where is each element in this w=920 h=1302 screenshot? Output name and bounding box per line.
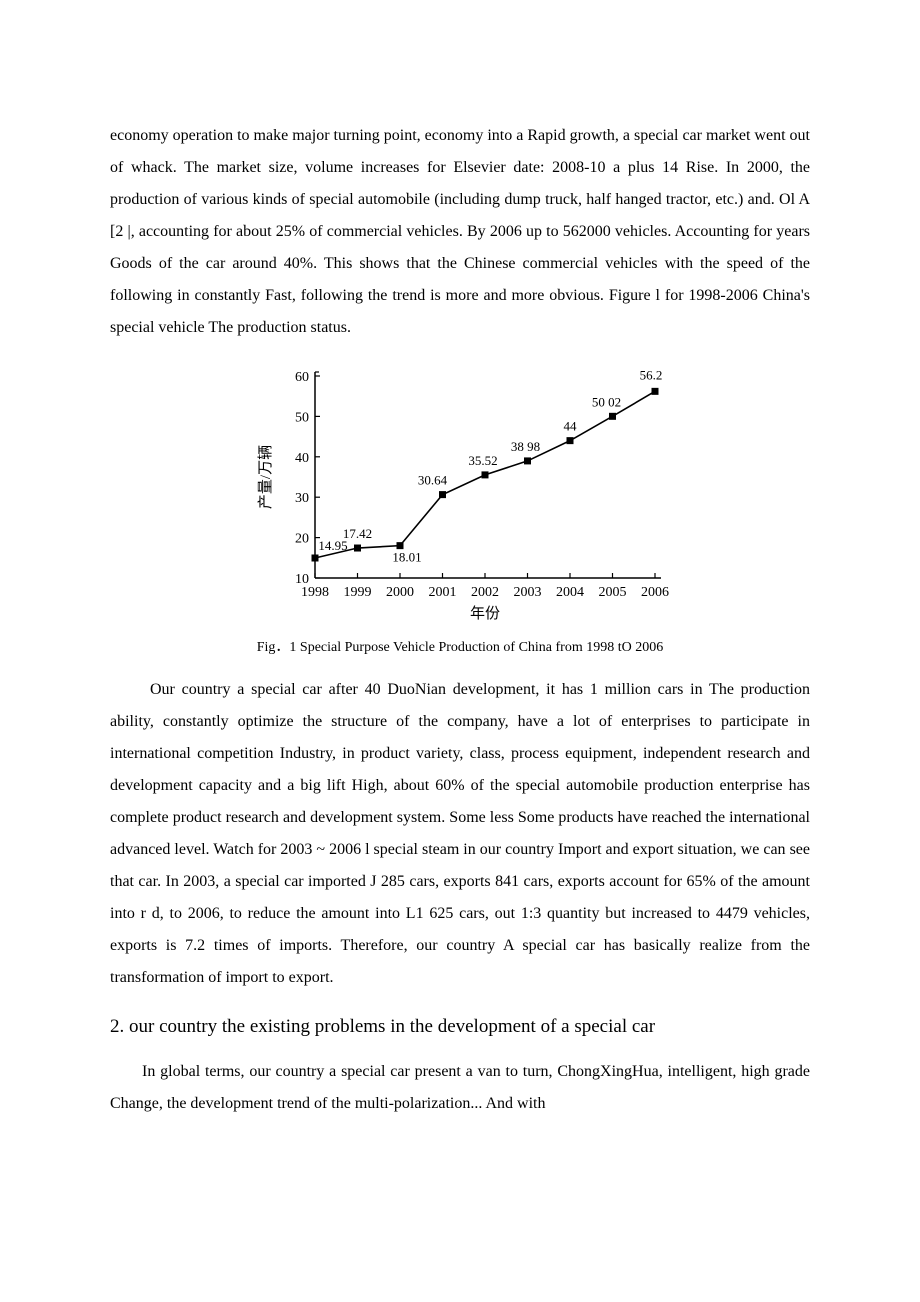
svg-text:40: 40	[295, 451, 309, 466]
svg-text:2003: 2003	[514, 585, 542, 600]
production-chart: 1020304050601998199920002001200220032004…	[245, 358, 675, 628]
svg-text:1999: 1999	[344, 585, 372, 600]
svg-text:2005: 2005	[599, 585, 627, 600]
svg-text:产量/万辆: 产量/万辆	[257, 445, 274, 509]
svg-text:2002: 2002	[471, 585, 499, 600]
svg-text:17.42: 17.42	[343, 526, 372, 541]
svg-text:年份: 年份	[470, 605, 500, 622]
document-page: economy operation to make major turning …	[0, 0, 920, 1302]
svg-text:50: 50	[295, 410, 309, 425]
section-2-heading: 2. our country the existing problems in …	[110, 1016, 810, 1038]
svg-text:60: 60	[295, 370, 309, 385]
svg-text:2004: 2004	[556, 585, 584, 600]
svg-text:2000: 2000	[386, 585, 414, 600]
svg-text:1998: 1998	[301, 585, 329, 600]
svg-text:18.01: 18.01	[392, 550, 421, 565]
svg-text:35.52: 35.52	[468, 453, 497, 468]
svg-text:50 02: 50 02	[592, 394, 621, 409]
svg-text:44: 44	[564, 419, 578, 434]
paragraph-1: economy operation to make major turning …	[110, 120, 810, 344]
svg-text:38 98: 38 98	[511, 439, 540, 454]
svg-text:30: 30	[295, 491, 309, 506]
svg-text:2001: 2001	[429, 585, 457, 600]
svg-text:20: 20	[295, 532, 309, 547]
svg-text:2006: 2006	[641, 585, 669, 600]
svg-text:56.2: 56.2	[640, 367, 663, 382]
figure-1: 1020304050601998199920002001200220032004…	[245, 358, 675, 628]
svg-text:30.64: 30.64	[418, 473, 448, 488]
paragraph-3: In global terms, our country a special c…	[110, 1056, 810, 1120]
paragraph-2: Our country a special car after 40 DuoNi…	[110, 674, 810, 994]
figure-1-caption: Fig．1 Special Purpose Vehicle Production…	[110, 636, 810, 656]
